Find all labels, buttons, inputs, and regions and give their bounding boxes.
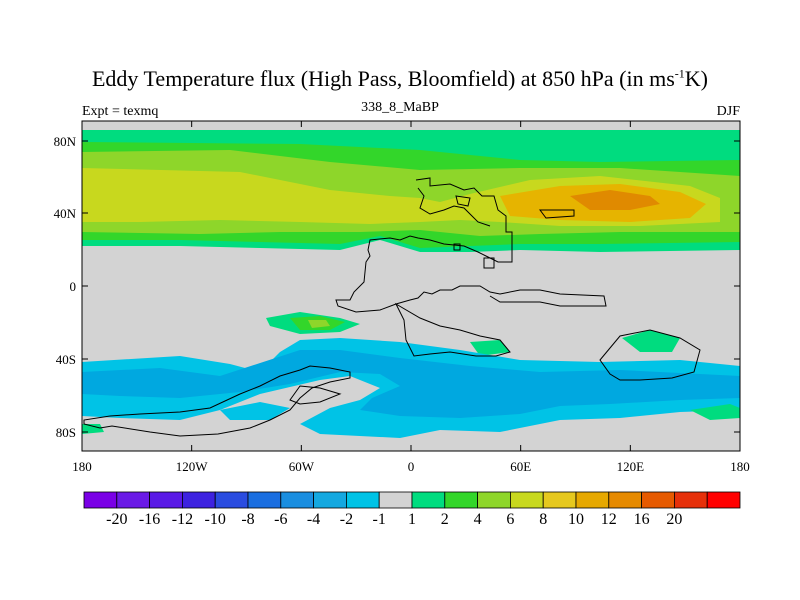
colorbar-label: 16 [634, 511, 650, 528]
y-tick-label: 80N [54, 134, 77, 149]
colorbar-swatch [674, 491, 708, 509]
colorbar-label: -8 [241, 511, 254, 528]
colorbar-label: 1 [408, 511, 416, 528]
colorbar-swatch [542, 491, 577, 509]
colorbar-swatch [509, 491, 544, 509]
colorbar-label: 4 [474, 511, 482, 528]
x-tick-label: 180 [730, 459, 750, 474]
colorbar-swatch [247, 491, 282, 509]
colorbar-swatch [411, 491, 446, 509]
colorbar-label: -1 [373, 511, 386, 528]
x-tick-label: 60E [510, 459, 531, 474]
colorbar-label: 10 [568, 511, 584, 528]
colorbar-swatch [345, 491, 380, 509]
experiment-label: Expt = texmq [82, 104, 159, 119]
y-axis: 80N 40N 0 40S 80S [54, 134, 740, 440]
x-tick-label: 120W [176, 459, 209, 474]
colorbar-label: -4 [307, 511, 320, 528]
coastline-south-america [83, 365, 351, 437]
colorbar-swatch [181, 491, 216, 509]
coastline-africa [394, 302, 511, 357]
y-tick-label: 40N [54, 206, 77, 221]
colorbar-label: 20 [666, 511, 682, 528]
colorbar-swatch [706, 491, 741, 509]
colorbar-swatch [83, 491, 118, 509]
colorbar-label: 2 [441, 511, 449, 528]
coastline-europe [539, 209, 575, 219]
coastline-antarctic-peninsula [289, 385, 342, 405]
colorbar-swatch [313, 491, 347, 509]
colorbar-swatch [214, 491, 249, 509]
sh-positive-patch-australia [622, 330, 680, 352]
colorbar: -20 -16 -12 -10 -8 -6 -4 -2 -1 1 2 4 6 8 10 12 16 20 [83, 491, 741, 528]
colorbar-swatch [477, 491, 511, 509]
coastlines [83, 177, 701, 437]
colorbar-label: -10 [205, 511, 226, 528]
colorbar-label: -2 [340, 511, 353, 528]
nh-band-level10 [570, 190, 660, 210]
colorbar-label: -12 [172, 511, 193, 528]
contour-field [82, 121, 740, 451]
colorbar-swatch [575, 491, 610, 509]
y-tick-label: 0 [70, 279, 77, 294]
season-label: DJF [716, 104, 740, 119]
x-tick-label: 180 [72, 459, 92, 474]
map-title: Eddy Temperature flux (High Pass, Bloomf… [0, 66, 800, 92]
coastline-asia [335, 177, 607, 313]
colorbar-label: 12 [601, 511, 617, 528]
colorbar-swatch [444, 491, 478, 509]
x-tick-label: 120E [617, 459, 645, 474]
x-tick-label: 60W [289, 459, 315, 474]
sh-negative-patch-south [220, 402, 290, 420]
sh-positive-band-far-east [690, 404, 740, 420]
colorbar-label: -16 [139, 511, 160, 528]
title-text: Eddy Temperature flux (High Pass, Bloomf… [91, 66, 675, 91]
colorbar-swatch [378, 491, 413, 509]
title-unit-end: K) [684, 66, 708, 91]
colorbar-swatch [149, 491, 183, 509]
colorbar-label: -6 [274, 511, 287, 528]
colorbar-label: 8 [539, 511, 547, 528]
y-tick-label: 40S [56, 352, 76, 367]
colorbar-label: -20 [106, 511, 127, 528]
sh-positive-patch-africa [470, 340, 510, 356]
y-tick-label: 80S [56, 425, 76, 440]
x-axis: 180 120W 60W 0 60E 120E 180 [72, 121, 750, 474]
colorbar-swatch [641, 491, 675, 509]
colorbar-swatch [116, 491, 151, 509]
x-tick-label: 0 [408, 459, 415, 474]
sh-negative-band-level2 [82, 350, 740, 418]
colorbar-label: 6 [506, 511, 514, 528]
title-superscript: -1 [674, 66, 685, 81]
colorbar-swatch [280, 491, 314, 509]
coastline-north-inland [417, 187, 491, 227]
coastline-australia [599, 329, 701, 381]
subtitle: 338_8_MaBP [361, 100, 439, 115]
coastline-small-islands [453, 195, 495, 269]
sh-positive-patch-atlantic-core [308, 320, 330, 328]
colorbar-swatch [608, 491, 642, 509]
